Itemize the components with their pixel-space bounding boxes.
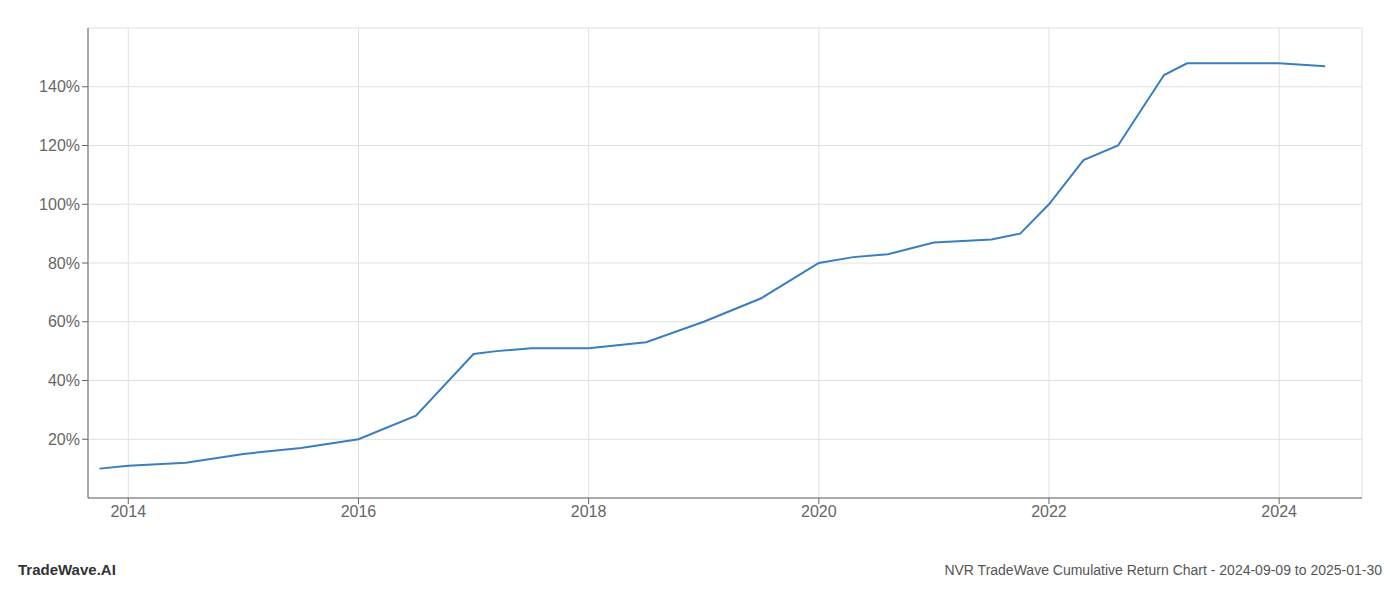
html-text:NVR TradeWave Cumulative Retur: NVR TradeWave Cumulative Return Chart - …: [944, 562, 1382, 578]
svg-text:2014: 2014: [110, 503, 146, 520]
svg-text:40%: 40%: [48, 372, 80, 389]
svg-text:2020: 2020: [801, 503, 837, 520]
svg-text:2022: 2022: [1031, 503, 1067, 520]
svg-text:120%: 120%: [39, 137, 80, 154]
svg-text:140%: 140%: [39, 78, 80, 95]
svg-text:2024: 2024: [1261, 503, 1297, 520]
svg-text:2016: 2016: [341, 503, 377, 520]
svg-text:2018: 2018: [571, 503, 607, 520]
html-text:TradeWave.AI: TradeWave.AI: [18, 561, 116, 578]
svg-text:80%: 80%: [48, 255, 80, 272]
svg-text:100%: 100%: [39, 196, 80, 213]
svg-text:20%: 20%: [48, 431, 80, 448]
svg-text:60%: 60%: [48, 313, 80, 330]
